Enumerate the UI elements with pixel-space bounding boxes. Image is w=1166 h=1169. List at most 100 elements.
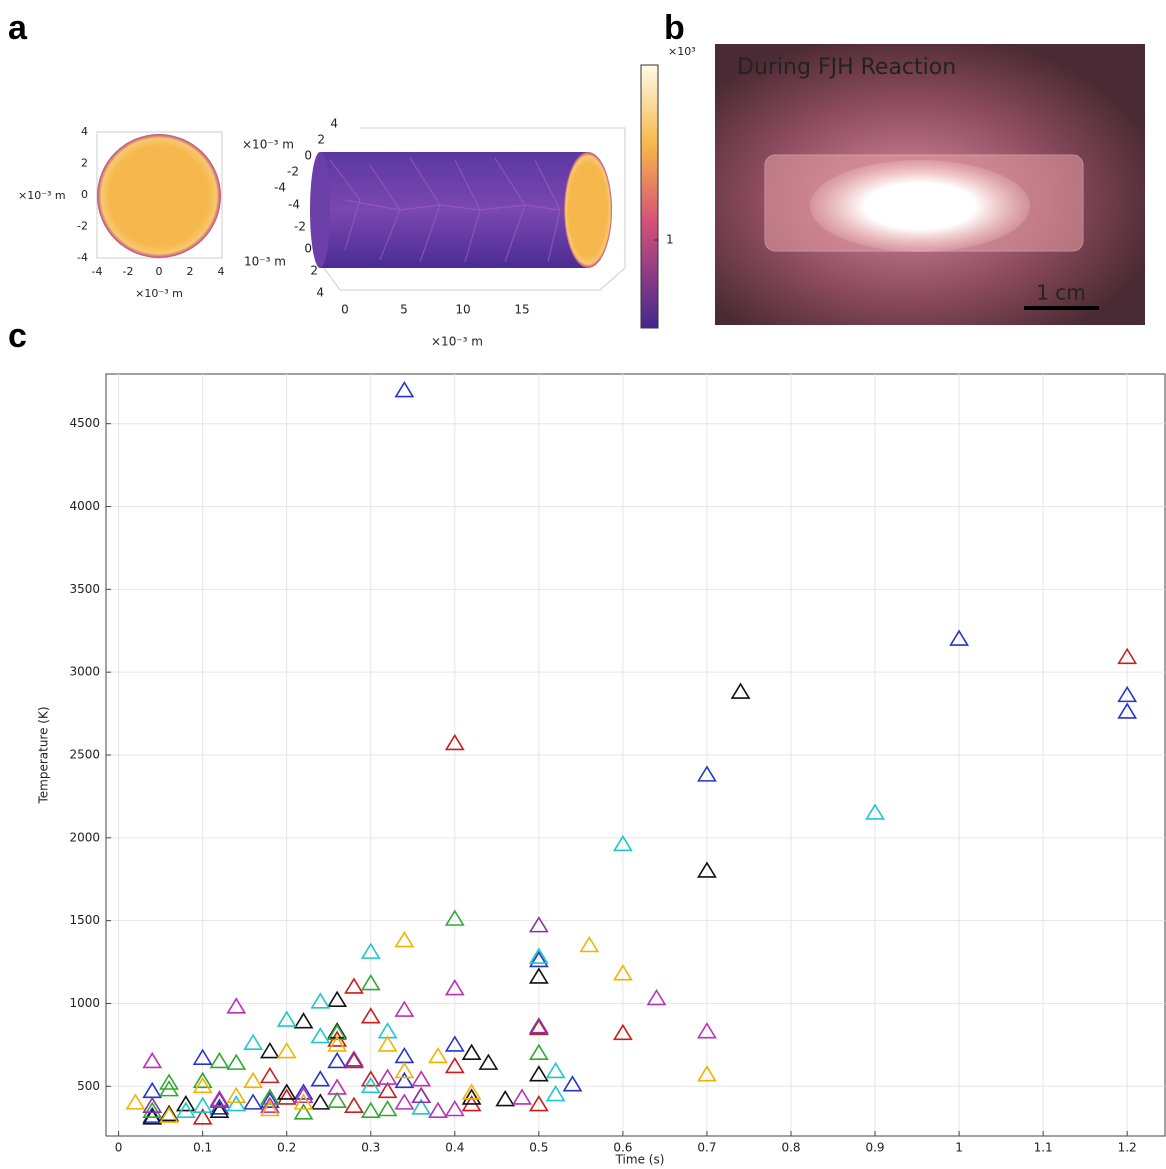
point [444, 1056, 465, 1074]
point [276, 1010, 297, 1027]
tick-label: 5 [400, 303, 408, 317]
x-axis-label: Time (s) [615, 1153, 665, 1167]
point [192, 1048, 213, 1065]
point [528, 950, 549, 968]
point [360, 974, 381, 991]
tick-label: 0 [304, 149, 312, 163]
x-tick-label: 0 [115, 1141, 123, 1155]
tick-label: 15 [514, 303, 529, 317]
x-tick-label: 1 [955, 1141, 963, 1155]
point [142, 1051, 163, 1069]
tick-label: 4 [81, 125, 88, 138]
point [612, 834, 633, 852]
tick-label: -4 [92, 265, 103, 278]
point [528, 1094, 549, 1112]
point [142, 1106, 163, 1123]
point [142, 1101, 163, 1118]
point [528, 1017, 549, 1034]
point [310, 1093, 331, 1110]
x-tick-label: 0.8 [781, 1141, 800, 1155]
point [344, 977, 364, 994]
tick-label: 2 [187, 265, 194, 278]
tick-label: -2 [77, 220, 88, 233]
x-tick-label: 1.2 [1118, 1141, 1137, 1155]
point [495, 1090, 516, 1107]
tick-label: 4 [330, 117, 338, 131]
point [394, 1046, 415, 1064]
point [377, 1035, 398, 1052]
point [259, 1041, 280, 1059]
point [394, 1071, 415, 1089]
point [394, 1093, 415, 1110]
point [528, 916, 549, 933]
point [276, 1088, 297, 1105]
point [192, 1108, 213, 1125]
point [411, 1098, 432, 1115]
point [360, 1007, 381, 1024]
tick-label: 2 [317, 133, 325, 147]
photo-caption: During FJH Reaction [737, 55, 956, 80]
point [293, 1012, 314, 1029]
point [142, 1081, 163, 1099]
point [259, 1091, 280, 1109]
point [461, 1088, 482, 1105]
point [377, 1099, 398, 1117]
axis-unit: 10⁻³ m [244, 255, 286, 269]
point [327, 1091, 348, 1109]
x-tick-label: 0.1 [193, 1141, 212, 1155]
point [444, 1035, 465, 1052]
x-tick-label: 0.5 [529, 1141, 548, 1155]
point [444, 1099, 465, 1117]
point [209, 1101, 230, 1118]
cylinder-end [310, 152, 330, 268]
point [528, 947, 549, 964]
glow [810, 160, 1030, 252]
point [444, 909, 465, 926]
point [276, 1083, 297, 1100]
y-tick-label: 4500 [69, 416, 100, 430]
point [327, 1078, 348, 1095]
point [646, 988, 667, 1006]
point [175, 1101, 196, 1118]
panel-label: b [664, 9, 685, 47]
point [209, 1091, 230, 1109]
point [243, 1093, 264, 1110]
x-tick-label: 0.6 [613, 1141, 632, 1155]
tick-label: -4 [274, 181, 286, 195]
y-tick-label: 500 [77, 1079, 100, 1093]
point [327, 990, 348, 1007]
point [226, 1094, 247, 1112]
point [159, 1104, 179, 1122]
tick-label: -2 [287, 165, 299, 179]
y-tick-label: 2500 [69, 748, 100, 762]
panel-label: a [8, 9, 28, 47]
point [461, 1083, 482, 1100]
x-tick-label: 0.9 [865, 1141, 884, 1155]
tick-label: 0 [156, 265, 163, 278]
point [461, 1043, 482, 1060]
point [545, 1085, 566, 1102]
point [949, 629, 970, 646]
point [259, 1088, 280, 1105]
point [243, 1071, 264, 1089]
y-tick-label: 4000 [69, 499, 100, 513]
tick-label: 2 [310, 264, 318, 278]
point [226, 1053, 247, 1070]
tick-label: -4 [77, 251, 88, 264]
tick-label: 10 [455, 303, 470, 317]
point [344, 1050, 364, 1067]
point [192, 1071, 213, 1089]
point [394, 381, 415, 398]
point [512, 1088, 532, 1105]
tick-label: -4 [288, 198, 300, 212]
point [310, 992, 331, 1009]
point [444, 979, 465, 996]
point [209, 1051, 230, 1069]
tick-label: -2 [294, 220, 306, 234]
scale-bar-label: 1 cm [1036, 281, 1086, 305]
point [697, 861, 717, 878]
point [344, 1096, 364, 1113]
axis-unit: ×10⁻³ m [242, 138, 294, 152]
point [344, 1051, 364, 1069]
